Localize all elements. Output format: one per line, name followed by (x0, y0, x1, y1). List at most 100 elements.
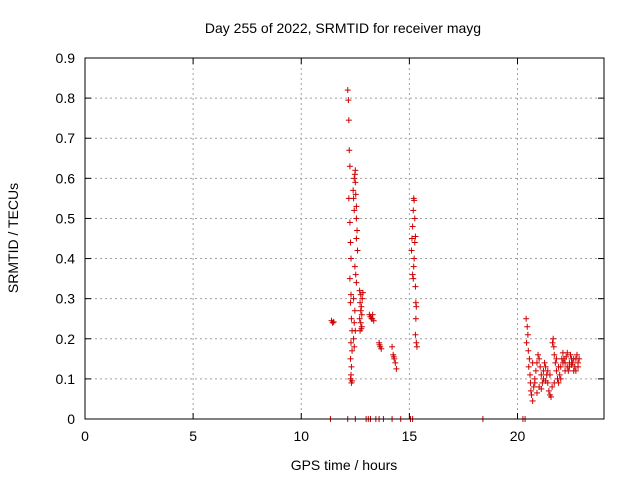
data-point (351, 263, 358, 270)
x-tick-label: 0 (81, 428, 89, 444)
data-point (409, 271, 416, 278)
data-point (536, 355, 543, 362)
data-point (525, 363, 532, 370)
data-point (350, 195, 357, 202)
data-point (393, 365, 400, 372)
data-point (567, 351, 574, 358)
data-point (411, 255, 418, 262)
data-point (529, 359, 536, 366)
data-point (354, 227, 361, 234)
data-point (410, 263, 417, 270)
data-point (576, 355, 583, 362)
y-tick-label: 0.5 (56, 210, 76, 226)
data-point (353, 279, 360, 286)
data-point (376, 341, 383, 348)
data-point (352, 179, 359, 186)
data-point (549, 383, 556, 390)
data-point (356, 315, 363, 322)
data-point (329, 319, 336, 326)
x-axis-label: GPS time / hours (291, 457, 398, 473)
y-tick-label: 0.1 (56, 371, 76, 387)
data-point (549, 339, 556, 346)
data-point (359, 289, 366, 296)
data-point (411, 197, 418, 204)
data-point (358, 311, 365, 318)
data-point (568, 361, 575, 368)
x-tick-label: 20 (510, 428, 526, 444)
data-point (413, 303, 420, 310)
data-point (409, 223, 416, 230)
data-point (351, 307, 358, 314)
plot-frame (84, 57, 605, 420)
y-tick-label: 0.6 (56, 170, 76, 186)
data-point (358, 303, 365, 310)
data-point (530, 383, 537, 390)
data-point (412, 331, 419, 338)
data-point (537, 363, 544, 370)
data-point (350, 295, 357, 302)
data-point (531, 379, 538, 386)
data-point (527, 371, 534, 378)
data-point (357, 319, 364, 326)
data-point (345, 97, 352, 104)
data-point (351, 175, 358, 182)
data-point (349, 347, 356, 354)
data-point (557, 375, 564, 382)
data-point (358, 325, 365, 332)
data-point (551, 379, 558, 386)
data-point (347, 299, 354, 306)
y-tick-label: 0.4 (56, 251, 76, 267)
data-point (346, 163, 353, 170)
data-point (544, 367, 551, 374)
data-point (550, 343, 557, 350)
y-tick-label: 0.3 (56, 291, 76, 307)
data-point (553, 355, 560, 362)
data-point (411, 239, 418, 246)
data-point (354, 247, 361, 254)
data-point (573, 351, 580, 358)
data-point (351, 207, 358, 214)
data-point (533, 389, 540, 396)
data-point (525, 347, 532, 354)
data-point (550, 335, 557, 342)
data-point (347, 255, 354, 262)
data-point (572, 367, 579, 374)
data-point (356, 287, 363, 294)
data-point (352, 191, 359, 198)
data-point (556, 371, 563, 378)
data-point (548, 393, 555, 400)
data-point (347, 355, 354, 362)
data-point (526, 355, 533, 362)
data-point (357, 299, 364, 306)
x-tick-label: 5 (189, 428, 197, 444)
data-points (327, 87, 583, 422)
data-point (527, 387, 534, 394)
data-point (346, 275, 353, 282)
data-point (345, 117, 352, 124)
data-point (413, 343, 420, 350)
data-point (551, 351, 558, 358)
data-point (410, 207, 417, 214)
data-point (408, 247, 415, 254)
data-point (348, 363, 355, 370)
data-point (347, 239, 354, 246)
data-point (552, 359, 559, 366)
data-point (564, 349, 571, 356)
data-point (348, 315, 355, 322)
y-tick-label: 0.2 (56, 331, 76, 347)
data-point (524, 323, 531, 330)
data-point (349, 377, 356, 384)
axis-ticks: 0 0.1 0.2 0.3 0.4 0.5 0.6 0.7 0.8 0.9 0 5 10 15 20 (56, 50, 604, 444)
data-point (542, 363, 549, 370)
data-point (352, 271, 359, 278)
data-point (389, 343, 396, 350)
data-point (412, 315, 419, 322)
data-point (390, 353, 397, 360)
data-point (378, 345, 385, 352)
data-point (562, 367, 569, 374)
data-point (408, 235, 415, 242)
y-tick-label: 0.7 (56, 130, 76, 146)
data-point (529, 397, 536, 404)
data-point (412, 233, 419, 240)
